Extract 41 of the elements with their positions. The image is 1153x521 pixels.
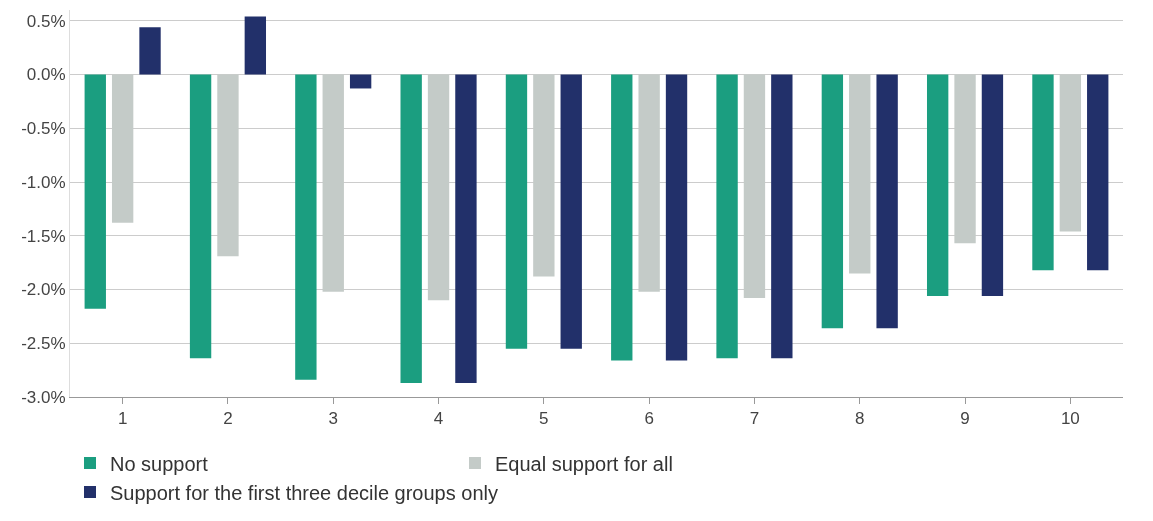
x-tick-label: 9 — [960, 409, 970, 429]
y-tick-label: -2.0% — [21, 280, 66, 300]
y-tick-label: -1.5% — [21, 226, 66, 246]
bar — [876, 74, 898, 329]
x-tick-label: 1 — [117, 409, 128, 429]
bar — [400, 74, 422, 384]
bar — [560, 74, 582, 349]
bar — [981, 74, 1004, 296]
bar — [349, 74, 372, 89]
bar — [505, 74, 528, 349]
x-tick-label: 10 — [1060, 409, 1080, 429]
bar — [926, 74, 949, 296]
bar — [821, 74, 844, 329]
x-tick-label: 5 — [539, 409, 549, 429]
y-tick-label: -2.5% — [21, 334, 66, 354]
y-tick-label: -3.0% — [21, 387, 66, 407]
bar — [455, 74, 477, 384]
x-tick-label: 4 — [433, 409, 444, 429]
legend-label: No support — [110, 452, 209, 475]
bar — [1087, 74, 1109, 271]
bar — [1032, 74, 1054, 271]
y-tick-label: 0.5% — [26, 11, 66, 31]
bar — [611, 74, 633, 361]
x-tick-label: 7 — [749, 409, 760, 429]
x-tick-label: 8 — [855, 409, 865, 429]
y-tick-label: -1.0% — [21, 172, 66, 192]
y-tick-label: -0.5% — [21, 119, 66, 139]
x-tick-label: 2 — [223, 409, 233, 429]
bar — [84, 74, 106, 309]
bar — [139, 27, 161, 75]
legend-label: Equal support for all — [495, 452, 673, 475]
bar — [244, 16, 267, 75]
bar — [189, 74, 212, 359]
bar — [771, 74, 793, 359]
bar — [295, 74, 317, 380]
legend-label: Support for the first three decile groups only — [110, 481, 498, 504]
x-tick-label: 3 — [328, 409, 338, 429]
x-tick-label: 6 — [644, 409, 654, 429]
bar — [665, 74, 688, 361]
bar — [716, 74, 738, 359]
y-tick-label: 0.0% — [26, 65, 66, 85]
